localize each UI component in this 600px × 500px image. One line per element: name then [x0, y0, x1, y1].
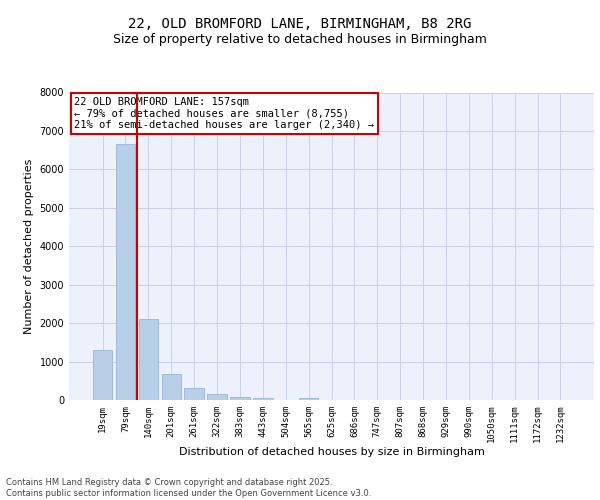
Text: Contains HM Land Registry data © Crown copyright and database right 2025.
Contai: Contains HM Land Registry data © Crown c…: [6, 478, 371, 498]
Bar: [184, 388, 204, 400]
Bar: [93, 350, 112, 400]
Bar: [253, 398, 272, 400]
Text: 22 OLD BROMFORD LANE: 157sqm
← 79% of detached houses are smaller (8,755)
21% of: 22 OLD BROMFORD LANE: 157sqm ← 79% of de…: [74, 97, 374, 130]
Text: 22, OLD BROMFORD LANE, BIRMINGHAM, B8 2RG: 22, OLD BROMFORD LANE, BIRMINGHAM, B8 2R…: [128, 18, 472, 32]
Bar: [230, 396, 250, 400]
Bar: [208, 394, 227, 400]
Bar: [161, 374, 181, 400]
Bar: [116, 144, 135, 400]
Bar: [139, 320, 158, 400]
Text: Size of property relative to detached houses in Birmingham: Size of property relative to detached ho…: [113, 32, 487, 46]
Y-axis label: Number of detached properties: Number of detached properties: [24, 158, 34, 334]
Bar: [299, 398, 319, 400]
X-axis label: Distribution of detached houses by size in Birmingham: Distribution of detached houses by size …: [179, 446, 484, 456]
